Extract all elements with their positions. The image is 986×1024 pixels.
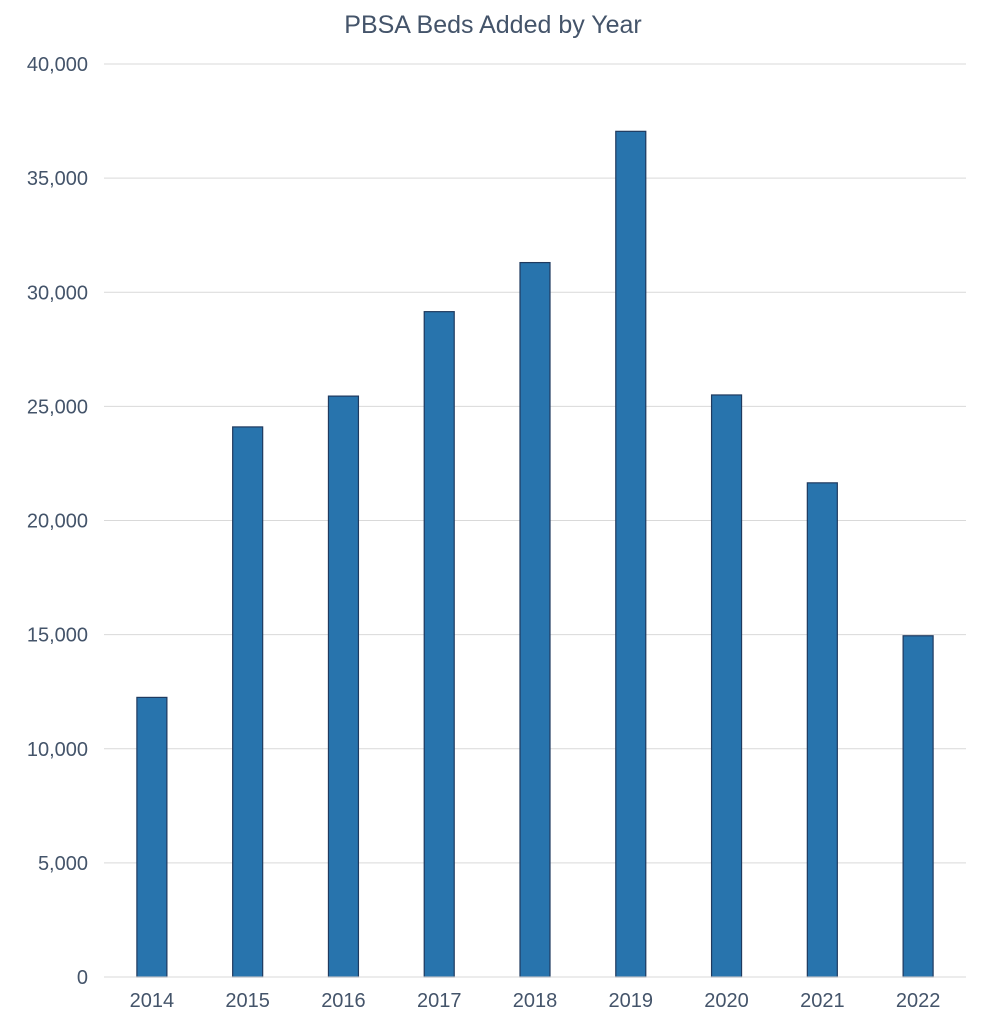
bar-2021 — [806, 482, 838, 978]
bar-2014 — [136, 696, 168, 978]
y-axis-tick-labels: 0 5,000 10,000 15,000 20,000 25,000 30,000 35,0… — [27, 54, 88, 989]
bar-2022 — [902, 635, 934, 978]
bar-2015 — [232, 426, 264, 978]
x-tick-label-2015: 2015 — [225, 990, 270, 1012]
y-tick-label-20000: 20,000 — [27, 511, 88, 533]
y-tick-label-10000: 10,000 — [27, 739, 88, 761]
chart-title: PBSA Beds Added by Year — [344, 11, 641, 39]
y-tick-label-0: 0 — [77, 967, 88, 989]
x-tick-label-2014: 2014 — [130, 990, 175, 1012]
bar-2017 — [423, 311, 455, 978]
y-tick-label-30000: 30,000 — [27, 282, 88, 304]
x-tick-label-2016: 2016 — [321, 990, 366, 1012]
x-tick-label-2020: 2020 — [704, 990, 749, 1012]
y-tick-label-40000: 40,000 — [27, 54, 88, 76]
bar-2016 — [327, 395, 360, 978]
bar-2020 — [710, 394, 743, 978]
bars — [136, 130, 934, 978]
y-tick-label-35000: 35,000 — [27, 168, 88, 190]
bar-2019 — [615, 130, 647, 978]
y-tick-label-15000: 15,000 — [27, 625, 88, 647]
x-tick-label-2022: 2022 — [896, 990, 941, 1012]
y-tick-label-25000: 25,000 — [27, 396, 88, 418]
x-tick-label-2018: 2018 — [513, 990, 558, 1012]
x-tick-label-2021: 2021 — [800, 990, 845, 1012]
y-tick-label-5000: 5,000 — [38, 853, 88, 875]
x-tick-label-2019: 2019 — [609, 990, 654, 1012]
x-axis-tick-labels: 2014 2015 2016 2017 2018 2019 2020 2021 2022 — [130, 990, 941, 1012]
bar-2018 — [519, 261, 551, 978]
x-tick-label-2017: 2017 — [417, 990, 462, 1012]
